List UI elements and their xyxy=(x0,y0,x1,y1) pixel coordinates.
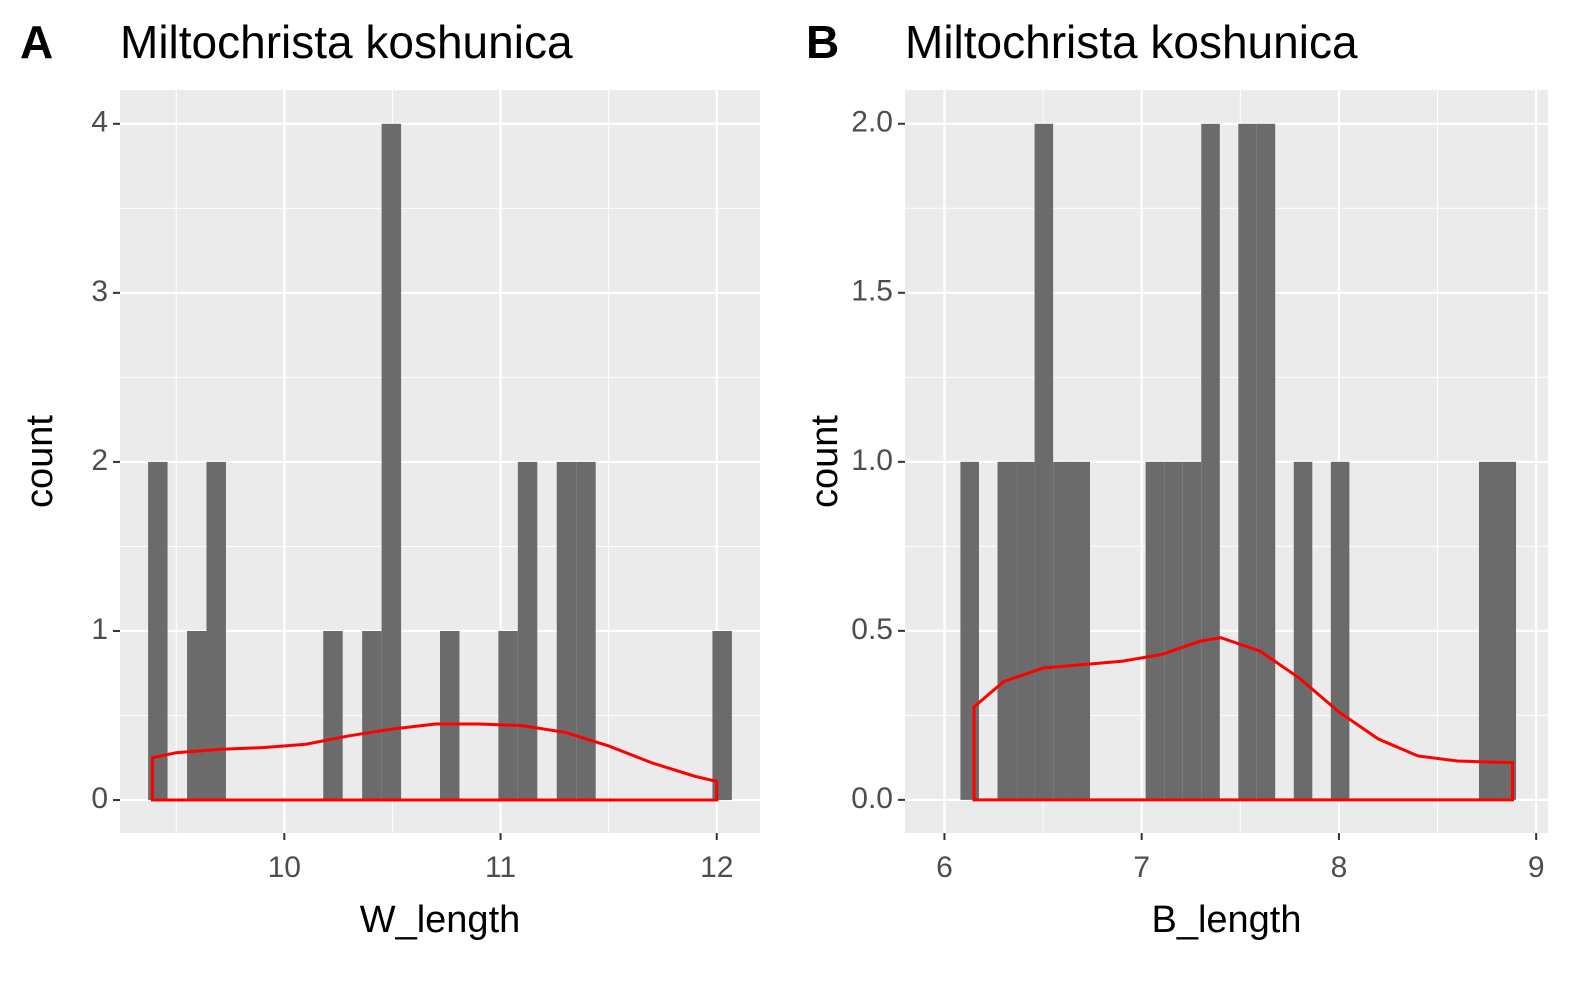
bar xyxy=(1330,461,1350,800)
bar xyxy=(1145,461,1165,800)
x-tick-label: 7 xyxy=(1133,851,1150,884)
bar xyxy=(960,461,979,800)
bar xyxy=(712,630,732,801)
bar xyxy=(323,630,343,801)
bar xyxy=(1201,123,1220,800)
bar xyxy=(206,461,226,801)
y-axis-title: count xyxy=(19,415,61,508)
bar xyxy=(517,461,538,801)
bar xyxy=(498,630,518,801)
bar xyxy=(1497,461,1517,800)
x-tick-label: 8 xyxy=(1331,851,1348,884)
y-tick-label: 1.0 xyxy=(851,444,893,477)
y-tick-label: 0.5 xyxy=(851,613,893,646)
bar xyxy=(362,630,382,801)
x-tick-label: 6 xyxy=(936,851,953,884)
bar xyxy=(440,630,460,801)
x-tick-label: 11 xyxy=(485,851,516,884)
bar xyxy=(556,461,577,801)
bar xyxy=(997,461,1017,800)
bar xyxy=(576,461,596,801)
x-tick-label: 12 xyxy=(700,851,733,884)
x-tick-label: 9 xyxy=(1528,851,1545,884)
y-tick-label: 2 xyxy=(91,444,108,477)
y-axis-title: count xyxy=(804,415,846,508)
bar xyxy=(187,630,207,801)
y-tick-label: 4 xyxy=(91,106,108,139)
x-axis-title: W_length xyxy=(360,899,521,941)
bar xyxy=(1016,461,1035,800)
density-curve xyxy=(150,722,719,802)
y-tick-label: 3 xyxy=(91,275,108,308)
bar xyxy=(1293,461,1313,800)
density-curve xyxy=(972,636,1514,802)
y-tick-label: 1 xyxy=(91,613,108,646)
bar xyxy=(1238,123,1257,800)
panel-label: B xyxy=(806,16,839,68)
bar xyxy=(1182,461,1202,800)
panel-label: A xyxy=(20,16,53,68)
y-tick-label: 0 xyxy=(91,782,108,815)
bar xyxy=(148,461,168,801)
y-tick-label: 0.0 xyxy=(851,782,893,815)
bar xyxy=(1256,123,1276,800)
y-tick-label: 1.5 xyxy=(851,275,893,308)
chart-title: Miltochrista koshunica xyxy=(905,16,1358,68)
bar xyxy=(1034,123,1054,800)
x-tick-label: 10 xyxy=(268,851,301,884)
bar xyxy=(1053,461,1072,800)
bar xyxy=(1071,461,1091,800)
y-tick-label: 2.0 xyxy=(851,106,893,139)
bar xyxy=(1478,461,1498,800)
chart-title: Miltochrista koshunica xyxy=(120,16,573,68)
x-axis-title: B_length xyxy=(1151,899,1301,941)
bar xyxy=(1164,461,1183,800)
bar xyxy=(381,123,402,801)
